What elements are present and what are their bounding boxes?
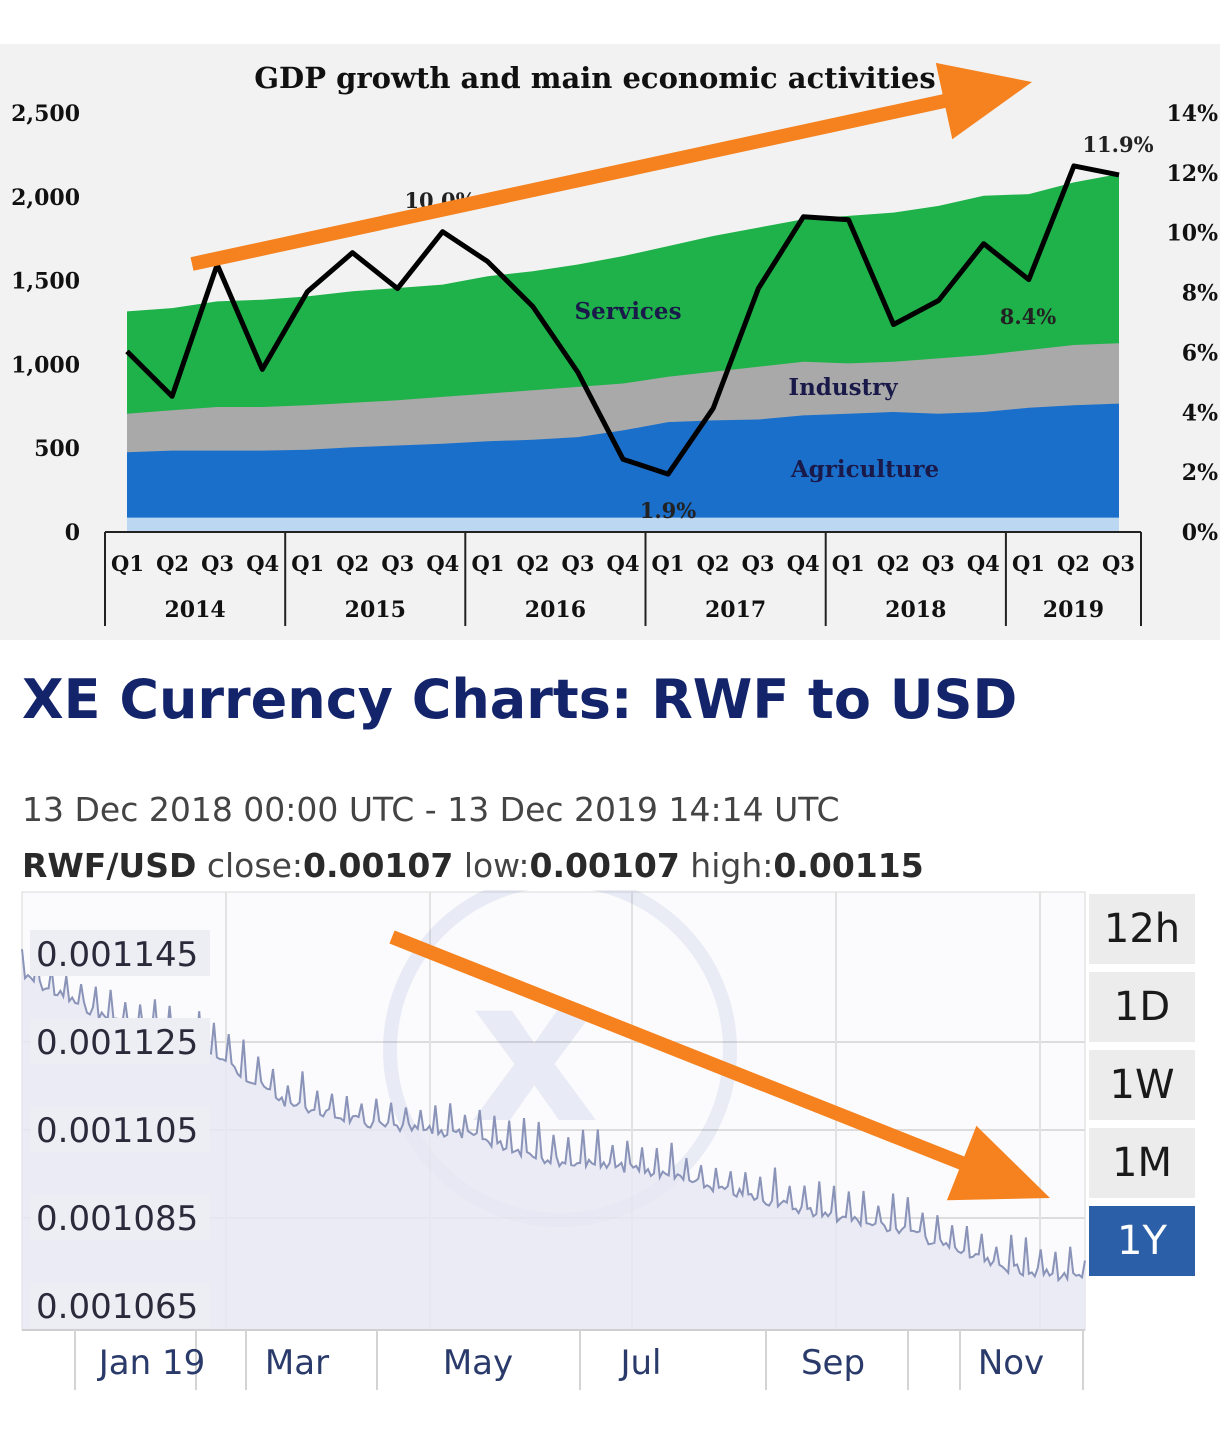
- gdp-chart-panel: 2,500 2,000 1,500 1,000 500 0 14% 12% 10% 8% 6% 4% 2…: [0, 44, 1220, 640]
- quarter-label: Q1: [471, 551, 504, 576]
- right-axis-tick: 0%: [1182, 520, 1218, 546]
- xe-date-range: 13 Dec 2018 00:00 UTC - 13 Dec 2019 14:1…: [22, 790, 840, 829]
- xe-y-tick-bg: [30, 930, 210, 976]
- xe-x-tick: Nov: [978, 1343, 1044, 1383]
- quarter-label: Q1: [1012, 551, 1045, 576]
- quarter-label: Q2: [516, 551, 549, 576]
- xe-rate-chart: x 0.0011450.0011250.0011050.0010850.0010…: [21, 890, 1086, 1390]
- period-button-1m[interactable]: 1M: [1089, 1128, 1195, 1198]
- xe-y-tick-bg: [30, 1106, 210, 1152]
- xe-x-tick: May: [443, 1343, 513, 1383]
- year-label: 2016: [525, 597, 586, 623]
- xe-high-value: 0.00115: [773, 846, 924, 885]
- xe-close-value: 0.00107: [303, 846, 454, 885]
- xe-y-tick: 0.001105: [36, 1111, 198, 1151]
- xe-y-tick-bg: [30, 1018, 210, 1064]
- growth-annotation: 8.4%: [1000, 304, 1057, 329]
- right-axis-tick: 14%: [1166, 101, 1218, 127]
- quarter-label: Q2: [156, 551, 189, 576]
- xe-y-tick: 0.001145: [36, 935, 198, 975]
- quarter-label: Q4: [787, 551, 820, 576]
- period-button-1d[interactable]: 1D: [1089, 972, 1195, 1042]
- quarter-label: Q2: [336, 551, 369, 576]
- xe-pair-label: RWF/USD: [22, 846, 197, 885]
- xe-y-tick-bg: [30, 1282, 210, 1328]
- quarter-label: Q3: [381, 551, 414, 576]
- industry-label: Industry: [788, 374, 898, 401]
- services-label: Services: [574, 298, 681, 325]
- xe-y-tick: 0.001125: [36, 1023, 198, 1063]
- quarter-label: Q1: [652, 551, 685, 576]
- right-axis-tick: 2%: [1182, 460, 1218, 486]
- quarter-label: Q3: [922, 551, 955, 576]
- quarter-label: Q1: [291, 551, 324, 576]
- period-button-1y[interactable]: 1Y: [1089, 1206, 1195, 1276]
- right-axis-tick: 4%: [1182, 400, 1218, 426]
- agriculture-area: [127, 403, 1119, 531]
- left-axis-tick: 1,000: [11, 352, 80, 378]
- left-axis-tick: 0: [65, 520, 80, 546]
- xe-x-tick: Jul: [618, 1343, 661, 1383]
- xe-trend-arrow: [389, 930, 1050, 1201]
- right-axis-tick: 8%: [1182, 281, 1218, 307]
- quarter-label: Q4: [426, 551, 459, 576]
- xe-low-value: 0.00107: [529, 846, 680, 885]
- period-button-1w[interactable]: 1W: [1089, 1050, 1195, 1120]
- xe-high-label: high:: [690, 846, 774, 885]
- quarter-label: Q4: [607, 551, 640, 576]
- growth-annotation: 11.9%: [1082, 132, 1153, 157]
- year-label: 2019: [1043, 597, 1104, 623]
- right-axis-tick: 10%: [1166, 221, 1218, 247]
- xe-close-label: close:: [206, 846, 303, 885]
- xe-chart-heading: XE Currency Charts: RWF to USD: [22, 668, 1018, 731]
- xe-rate-summary: RWF/USD close:0.00107 low:0.00107 high:0…: [22, 846, 924, 885]
- left-axis-tick: 1,500: [11, 269, 80, 295]
- left-axis-tick: 2,000: [11, 185, 80, 211]
- period-button-12h[interactable]: 12h: [1089, 894, 1195, 964]
- base-area: [127, 517, 1119, 531]
- quarter-label: Q3: [562, 551, 595, 576]
- quarter-label: Q2: [877, 551, 910, 576]
- xe-y-tick: 0.001085: [36, 1199, 198, 1239]
- quarter-label: Q1: [832, 551, 865, 576]
- quarter-label: Q3: [742, 551, 775, 576]
- xe-y-tick-bg: [30, 1194, 210, 1240]
- growth-annotation: 1.9%: [640, 498, 697, 523]
- quarter-label: Q3: [1102, 551, 1135, 576]
- right-axis-tick: 6%: [1182, 340, 1218, 366]
- year-label: 2014: [164, 597, 225, 623]
- year-label: 2018: [885, 597, 946, 623]
- quarter-label: Q2: [697, 551, 730, 576]
- xe-rate-line: [21, 949, 1086, 1283]
- left-axis-tick: 500: [34, 436, 80, 462]
- quarter-label: Q4: [246, 551, 279, 576]
- xe-x-tick: Jan 19: [97, 1343, 205, 1383]
- xe-x-tick: Sep: [801, 1343, 865, 1383]
- quarter-label: Q4: [967, 551, 1000, 576]
- gdp-growth-line: [125, 163, 1120, 477]
- left-axis-tick: 2,500: [11, 101, 80, 127]
- xe-y-tick: 0.001065: [36, 1287, 198, 1327]
- year-label: 2017: [705, 597, 766, 623]
- quarter-label: Q2: [1057, 551, 1090, 576]
- gdp-chart: 2,500 2,000 1,500 1,000 500 0 14% 12% 10% 8% 6% 4% 2…: [11, 61, 1218, 626]
- quarter-label: Q1: [111, 551, 144, 576]
- right-axis-tick: 12%: [1166, 161, 1218, 187]
- quarter-label: Q3: [201, 551, 234, 576]
- gdp-trend-arrow: [190, 62, 1032, 271]
- agriculture-label: Agriculture: [790, 456, 939, 483]
- gdp-chart-title: GDP growth and main economic activities: [254, 61, 935, 95]
- year-label: 2015: [345, 597, 406, 623]
- xe-x-tick: Mar: [265, 1343, 329, 1383]
- xe-low-label: low:: [463, 846, 530, 885]
